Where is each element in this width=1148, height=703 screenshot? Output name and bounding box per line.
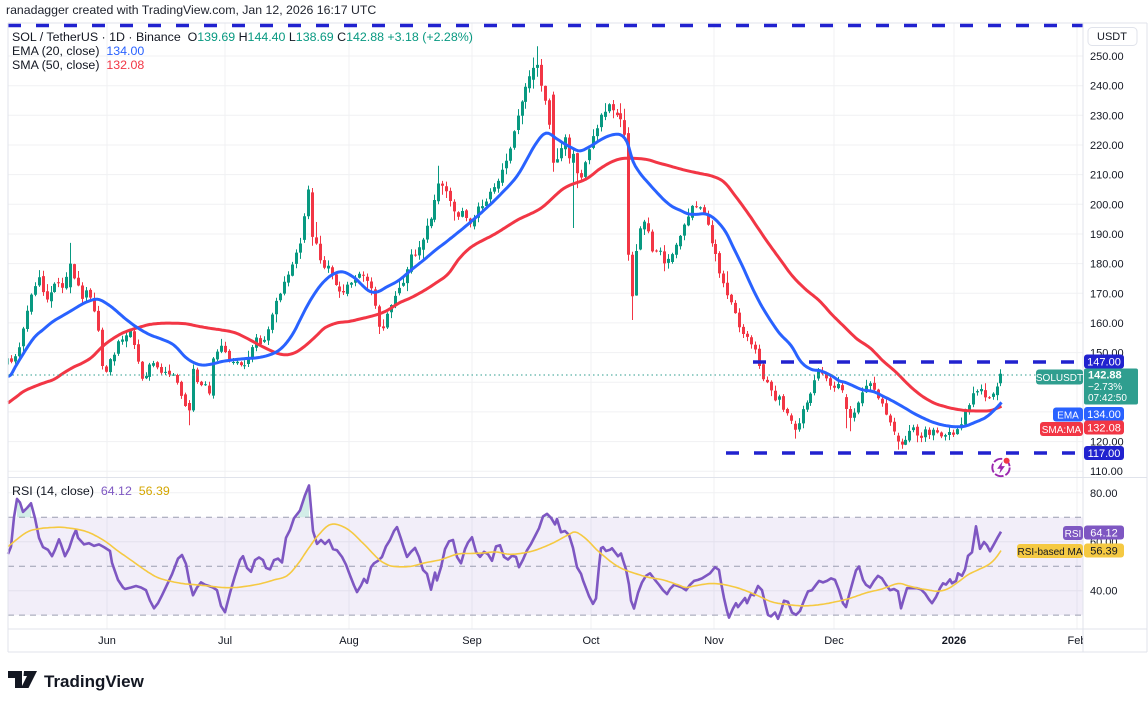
svg-text:Jul: Jul (218, 635, 232, 647)
svg-text:230.00: 230.00 (1090, 110, 1124, 122)
svg-text:147.00: 147.00 (1087, 356, 1121, 368)
svg-text:Feb: Feb (1068, 635, 1087, 647)
svg-text:2026: 2026 (942, 635, 966, 647)
svg-text:Nov: Nov (704, 635, 724, 647)
svg-text:40.00: 40.00 (1090, 586, 1118, 598)
svg-text:134.00: 134.00 (1087, 409, 1121, 421)
svg-text:EMA: EMA (1057, 410, 1079, 421)
svg-text:TradingView: TradingView (44, 672, 145, 691)
svg-text:110.00: 110.00 (1090, 466, 1123, 478)
svg-text:Aug: Aug (339, 635, 359, 647)
svg-text:SMA (50, close) 132.08: SMA (50, close) 132.08 (12, 58, 144, 72)
svg-text:Sep: Sep (462, 635, 482, 647)
svg-text:120.00: 120.00 (1090, 437, 1124, 449)
svg-text:64.12: 64.12 (1090, 527, 1118, 539)
svg-text:Jun: Jun (98, 635, 116, 647)
svg-text:RSI-based MA: RSI-based MA (1017, 547, 1082, 558)
svg-text:56.39: 56.39 (1090, 545, 1118, 557)
svg-text:SOL / TetherUS · 1D · Binance: SOL / TetherUS · 1D · Binance O139.69 H1… (12, 30, 473, 44)
svg-text:Dec: Dec (824, 635, 844, 647)
svg-text:RSI (14, close) 64.12 56.39: RSI (14, close) 64.12 56.39 (12, 484, 170, 498)
svg-text:142.88: 142.88 (1088, 370, 1122, 382)
svg-text:240.00: 240.00 (1090, 81, 1124, 93)
svg-text:07:42:50: 07:42:50 (1088, 393, 1127, 404)
svg-text:ranadagger created with Tradin: ranadagger created with TradingView.com,… (6, 3, 376, 17)
svg-text:180.00: 180.00 (1090, 259, 1124, 271)
svg-text:SOLUSDT: SOLUSDT (1036, 373, 1083, 384)
svg-text:160.00: 160.00 (1090, 318, 1124, 330)
svg-text:RSI: RSI (1065, 529, 1082, 540)
svg-text:SMA:MA: SMA:MA (1042, 425, 1082, 436)
svg-text:132.08: 132.08 (1087, 422, 1121, 434)
svg-text:USDT: USDT (1097, 31, 1127, 43)
svg-text:170.00: 170.00 (1090, 288, 1124, 300)
svg-text:220.00: 220.00 (1090, 140, 1124, 152)
svg-text:200.00: 200.00 (1090, 199, 1124, 211)
svg-text:−2.73%: −2.73% (1088, 382, 1122, 393)
svg-text:190.00: 190.00 (1090, 229, 1124, 241)
svg-text:EMA (20, close) 134.00: EMA (20, close) 134.00 (12, 44, 144, 58)
svg-text:117.00: 117.00 (1088, 448, 1121, 460)
svg-text:250.00: 250.00 (1090, 51, 1124, 63)
svg-text:Oct: Oct (582, 635, 599, 647)
svg-text:80.00: 80.00 (1090, 488, 1118, 500)
svg-text:210.00: 210.00 (1090, 170, 1124, 182)
